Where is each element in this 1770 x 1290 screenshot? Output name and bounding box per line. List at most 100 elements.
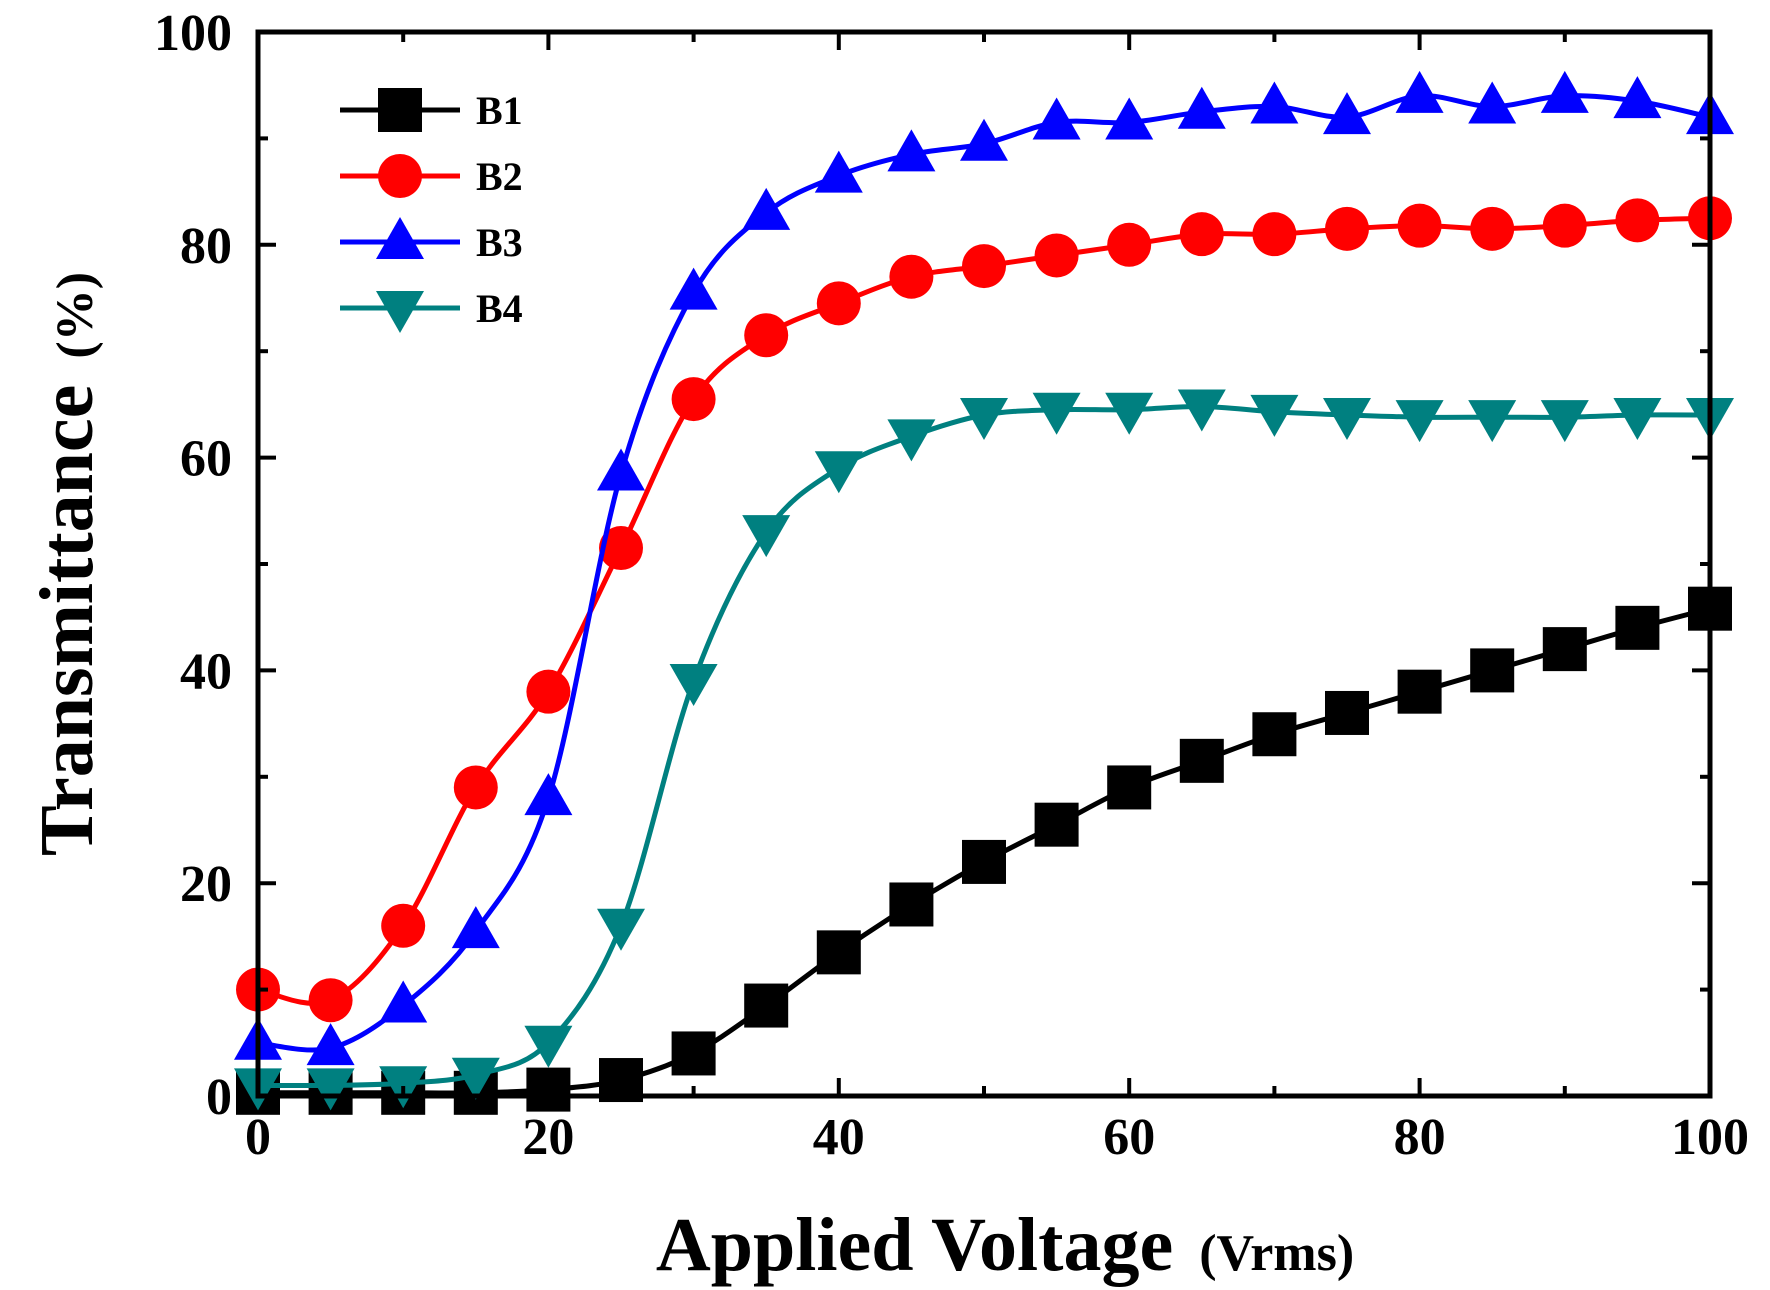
data-point-b4	[1177, 389, 1226, 432]
data-point-b4	[524, 1025, 573, 1068]
legend-item-b3: B3	[340, 217, 523, 265]
data-point-b1	[1252, 712, 1297, 757]
legend-label-b4: B4	[476, 286, 523, 331]
data-point-b3	[306, 1023, 355, 1066]
y-tick-label: 40	[180, 643, 232, 700]
data-point-b3	[669, 267, 718, 310]
data-point-b3	[1468, 81, 1517, 124]
data-point-b2	[1107, 222, 1152, 267]
data-point-b1	[1034, 802, 1079, 847]
data-point-b1	[1107, 765, 1152, 810]
x-tick-label: 0	[245, 1109, 271, 1166]
data-point-b1	[1470, 648, 1515, 693]
data-point-b4	[742, 515, 791, 558]
data-point-b3	[1540, 70, 1589, 113]
data-point-b4	[1032, 392, 1081, 435]
x-axis-unit: (Vrms)	[1199, 1225, 1354, 1282]
data-point-b1	[671, 1031, 716, 1076]
data-point-b3	[1105, 97, 1154, 140]
series-line-b2	[257, 215, 1711, 1006]
data-point-b2	[308, 978, 353, 1023]
legend-item-b1: B1	[340, 88, 523, 133]
y-tick-label: 100	[154, 5, 232, 62]
data-point-b3	[597, 448, 645, 491]
legend-item-b4: B4	[340, 286, 523, 333]
data-point-b3	[814, 150, 863, 193]
data-point-b4	[1395, 400, 1444, 443]
data-point-b3	[379, 980, 428, 1023]
y-tick-labels: 0 20 40 60 80 100	[154, 5, 232, 1126]
data-point-b4	[1613, 398, 1662, 441]
legend-marker-b2	[378, 154, 422, 198]
data-point-b3	[1613, 76, 1662, 119]
data-point-b2	[1325, 206, 1369, 251]
data-point-b3	[1032, 97, 1081, 140]
data-point-b3	[1323, 92, 1371, 135]
data-point-b2	[526, 669, 571, 714]
y-axis-title: Transmittance (%)	[25, 272, 109, 856]
data-point-b3	[887, 129, 936, 172]
data-point-b2	[1397, 203, 1442, 248]
data-point-b1	[1325, 690, 1369, 735]
data-point-b1	[1542, 627, 1587, 672]
legend-label-b1: B1	[476, 88, 523, 133]
x-tick-labels: 0 20 40 60 80 100	[245, 1109, 1749, 1166]
data-point-b3	[524, 773, 573, 816]
data-point-b4	[1468, 400, 1517, 443]
y-tick-label: 60	[180, 431, 232, 488]
data-point-b4	[669, 664, 718, 707]
data-point-b4	[1105, 392, 1154, 435]
series-b1	[236, 586, 1732, 1115]
data-point-b4	[1540, 400, 1589, 443]
legend: B1 B2 B3 B4	[340, 88, 523, 333]
plot-marks	[234, 70, 1734, 1115]
y-axis-unit: (%)	[47, 272, 104, 359]
data-point-b2	[1470, 206, 1515, 251]
data-point-b4	[451, 1057, 500, 1100]
data-point-b2	[671, 377, 716, 422]
data-point-b4	[814, 451, 863, 494]
series-line-b4	[257, 403, 1711, 1089]
data-point-b2	[453, 765, 498, 810]
y-tick-label: 20	[180, 856, 232, 913]
data-point-b2	[1034, 233, 1079, 278]
series-b4	[234, 389, 1734, 1111]
data-point-b2	[381, 903, 426, 948]
data-point-b4	[306, 1068, 355, 1111]
data-point-b3	[1250, 81, 1299, 124]
x-axis-title: Applied Voltage (Vrms)	[656, 1203, 1354, 1287]
data-point-b3	[1395, 70, 1444, 113]
legend-marker-b3	[376, 217, 424, 259]
data-point-b1	[1179, 738, 1224, 783]
data-point-b2	[599, 526, 643, 571]
data-point-b4	[887, 419, 936, 462]
legend-marker-b4	[376, 291, 424, 333]
y-tick-label: 0	[206, 1069, 232, 1126]
data-point-b2	[1179, 212, 1224, 257]
x-tick-label: 80	[1394, 1109, 1446, 1166]
data-point-b2	[889, 254, 934, 299]
data-point-b1	[962, 839, 1006, 884]
x-tick-label: 20	[522, 1109, 574, 1166]
data-point-b1	[816, 930, 861, 975]
data-point-b3	[742, 187, 791, 230]
x-axis-label: Applied Voltage	[656, 1203, 1173, 1287]
x-tick-label: 40	[813, 1109, 865, 1166]
y-axis-label: Transmittance	[25, 385, 109, 856]
series-b3	[234, 70, 1734, 1066]
data-point-b2	[816, 281, 861, 326]
data-point-b3	[451, 906, 500, 949]
data-point-b1	[1397, 669, 1442, 714]
series-b2	[236, 196, 1732, 1023]
data-point-b2	[1542, 203, 1587, 248]
data-point-b1	[1615, 605, 1660, 650]
y-tick-label: 80	[180, 218, 232, 275]
data-point-b3	[960, 118, 1008, 161]
legend-label-b2: B2	[476, 154, 523, 199]
data-point-b4	[597, 908, 645, 951]
data-point-b2	[744, 313, 789, 358]
x-tick-label: 100	[1671, 1109, 1749, 1166]
legend-item-b2: B2	[340, 154, 523, 199]
data-point-b2	[1252, 212, 1297, 257]
axis-ticks	[256, 30, 1712, 1098]
